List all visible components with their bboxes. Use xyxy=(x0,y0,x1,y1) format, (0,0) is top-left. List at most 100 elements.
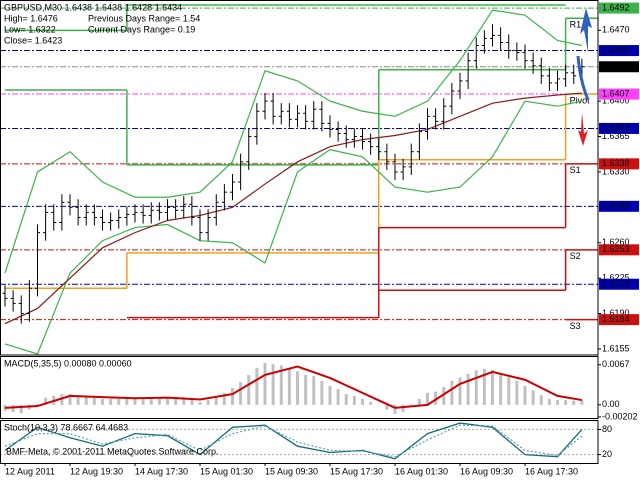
indicator-line xyxy=(4,424,583,458)
level-label: 1.6253 xyxy=(602,244,630,254)
indicator-line xyxy=(4,92,582,325)
level-label: 1.6296 xyxy=(602,201,630,211)
up-arrow xyxy=(580,8,592,52)
histogram-bar xyxy=(239,382,243,405)
pivot-label: S1 xyxy=(570,165,581,175)
y-tick-label: 1.6190 xyxy=(602,308,630,318)
histogram-bar xyxy=(11,404,15,413)
histogram-bar xyxy=(190,398,194,405)
histogram-bar xyxy=(198,401,202,405)
x-tick-label: 12 Aug 19:30 xyxy=(70,466,123,476)
macd-panel xyxy=(3,362,584,414)
histogram-bar xyxy=(263,362,267,405)
histogram-bar xyxy=(385,404,389,410)
info-text: Low= 1.6322 xyxy=(4,24,56,34)
indicator-line xyxy=(4,365,583,409)
histogram-bar xyxy=(279,365,283,405)
histogram-bar xyxy=(149,397,153,405)
info-text: High= 1.6476 xyxy=(4,13,58,23)
histogram-bar xyxy=(377,404,381,406)
histogram-bar xyxy=(507,377,511,405)
histogram-bar xyxy=(564,400,568,405)
main-panel: R1 Pivot S1 S2 S3 xyxy=(0,4,598,355)
level-box xyxy=(599,244,639,256)
level-label: 1.6184 xyxy=(602,314,630,324)
histogram-bar xyxy=(214,396,218,405)
histogram-bar xyxy=(68,394,72,405)
level-box xyxy=(599,88,639,100)
y-tick-label: 1.6365 xyxy=(602,131,630,141)
histogram-bar xyxy=(92,397,96,405)
panel-title: Stoch(10,3,3) 78.6667 64.4683 xyxy=(4,422,128,432)
histogram-bar xyxy=(515,380,519,405)
info-text: Close= 1.6423 xyxy=(4,35,62,45)
histogram-bar xyxy=(222,392,226,405)
histogram-bar xyxy=(157,397,161,405)
x-tick-label: 15 Aug 09:30 xyxy=(265,466,318,476)
up-arrow-tail xyxy=(576,55,590,101)
level-box xyxy=(599,314,639,326)
y-tick-label: 0.00 xyxy=(602,399,620,409)
histogram-bar xyxy=(539,395,543,405)
down-arrow xyxy=(578,112,588,146)
indicator-line xyxy=(4,422,583,460)
level-box xyxy=(599,158,639,170)
histogram-bar xyxy=(458,377,462,405)
histogram-bar xyxy=(141,398,145,405)
histogram-bar xyxy=(466,373,470,405)
histogram-bar xyxy=(117,398,121,405)
histogram-bar xyxy=(344,394,348,405)
level-box xyxy=(599,45,639,57)
histogram-bar xyxy=(369,401,373,405)
histogram-bar xyxy=(336,389,340,405)
y-tick-label: 1.6225 xyxy=(602,273,630,283)
histogram-bar xyxy=(109,398,113,405)
level-box xyxy=(599,200,639,212)
histogram-bar xyxy=(19,404,23,414)
x-tick-label: 16 Aug 01:30 xyxy=(395,466,448,476)
histogram-bar xyxy=(450,380,454,405)
histogram-bar xyxy=(328,385,332,405)
pivot-label: R1 xyxy=(570,20,582,30)
histogram-bar xyxy=(393,404,397,414)
histogram-bar xyxy=(482,368,486,405)
histogram-bar xyxy=(580,400,584,405)
y-tick-label: 1.6400 xyxy=(602,96,630,106)
histogram-bar xyxy=(247,374,251,405)
histogram-bar xyxy=(547,398,551,405)
y-tick-label: -0.00202 xyxy=(602,411,638,421)
level-label: 1.6219 xyxy=(602,279,630,289)
level-box xyxy=(599,278,639,290)
level-label: 1.6407 xyxy=(602,88,630,98)
y-tick-label: 1.6260 xyxy=(602,237,630,247)
stoch-border xyxy=(0,420,599,464)
histogram-bar xyxy=(491,370,494,405)
histogram-bar xyxy=(401,404,405,413)
histogram-bar xyxy=(174,397,178,405)
y-tick-label: 0.0067 xyxy=(602,359,630,369)
histogram-bar xyxy=(474,370,478,405)
histogram-bar xyxy=(426,392,429,405)
x-tick-label: 16 Aug 17:30 xyxy=(525,466,578,476)
histogram-bar xyxy=(296,371,299,405)
x-tick-label: 15 Aug 17:30 xyxy=(330,466,383,476)
level-label: 1.6492 xyxy=(602,2,630,12)
histogram-bar xyxy=(287,368,291,405)
histogram-bar xyxy=(166,397,169,405)
histogram-bar xyxy=(231,388,234,405)
histogram-bar xyxy=(304,374,308,405)
histogram-bar xyxy=(76,395,80,405)
x-tick-label: 16 Aug 09:30 xyxy=(460,466,513,476)
y-tick-label: 1.6155 xyxy=(602,343,630,353)
y-tick-label: 1.6330 xyxy=(602,166,630,176)
level-box xyxy=(599,61,639,73)
level-label: 1.6373 xyxy=(602,123,630,133)
histogram-bar xyxy=(44,397,48,405)
histogram-bar xyxy=(36,403,39,405)
level-label: 1.6338 xyxy=(602,158,630,168)
level-label: 1.6450 xyxy=(602,45,630,55)
indicator-line xyxy=(4,9,583,274)
stoch-panel xyxy=(0,422,598,460)
